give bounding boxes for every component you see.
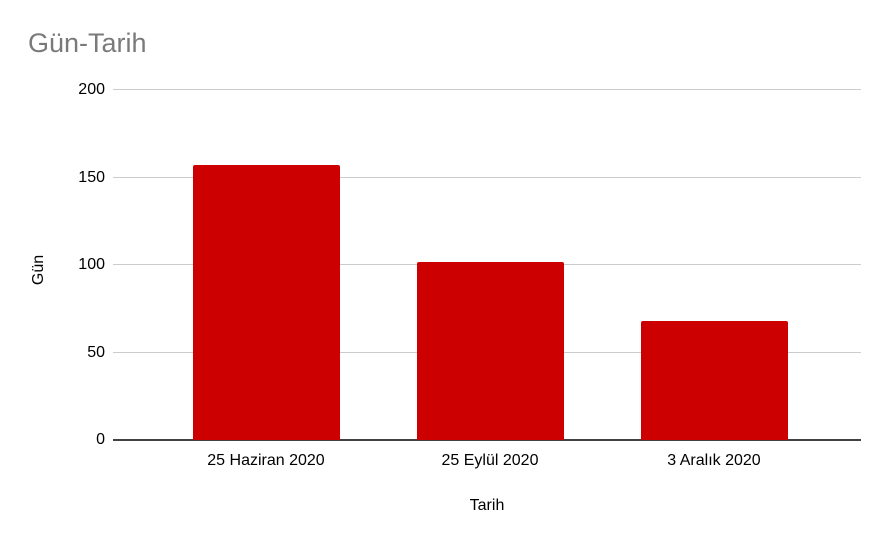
y-tick-label-100: 100 — [78, 256, 105, 273]
y-tick-label-200: 200 — [78, 81, 105, 98]
x-tick-label-3: 3 Aralık 2020 — [667, 452, 761, 469]
bar-3 — [640, 321, 788, 440]
gridline-y-200 — [113, 89, 861, 90]
x-tick-label-1: 25 Haziran 2020 — [207, 452, 325, 469]
bar-1 — [192, 165, 340, 440]
chart-title: Gün-Tarih — [28, 28, 147, 58]
y-tick-label-0: 0 — [96, 431, 105, 448]
x-axis-baseline — [113, 439, 861, 441]
x-tick-label-2: 25 Eylül 2020 — [441, 452, 539, 469]
x-axis-title: Tarih — [469, 497, 505, 514]
y-tick-label-150: 150 — [78, 168, 105, 186]
plot-area — [113, 89, 861, 441]
y-tick-label-50: 50 — [87, 343, 105, 361]
bar-2 — [416, 261, 564, 440]
gridline-y-150 — [113, 176, 861, 178]
